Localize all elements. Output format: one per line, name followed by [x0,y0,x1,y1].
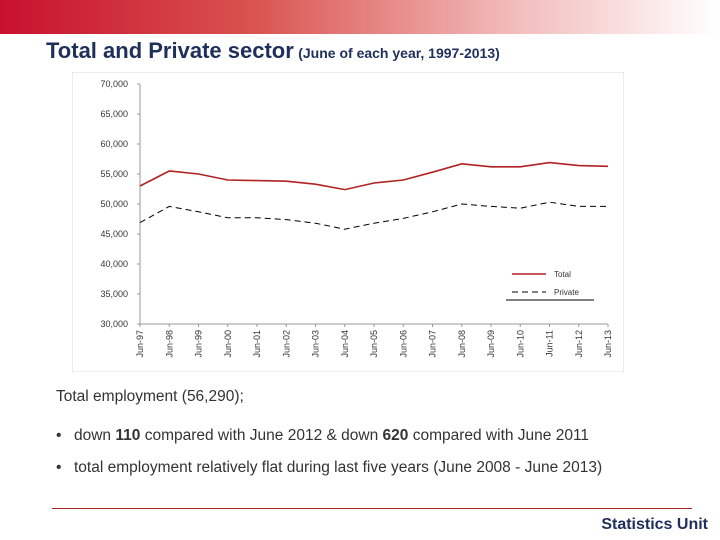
x-tick-label: Jun-11 [545,330,555,357]
x-tick-label: Jun-12 [574,330,584,358]
x-tick-label: Jun-10 [515,330,525,358]
y-tick-label: 50,000 [100,199,128,209]
slide-body: Total employment (56,290); • down 110 co… [56,388,696,491]
y-tick-label: 30,000 [100,319,128,329]
employment-line-chart: 30,000 35,000 40,000 45,000 50,000 55,000 60,0… [72,72,624,372]
bullet-dot-icon: • [56,459,62,476]
top-banner [0,0,720,34]
x-tick-label: Jun-98 [164,330,174,358]
x-tick-label: Jun-00 [223,330,233,358]
bullet-1-bold-1: 110 [115,427,141,444]
footer-divider [52,508,692,509]
summary-text: Total employment (56,290); [56,388,244,405]
y-tick-label: 70,000 [100,79,128,89]
title-subtitle: (June of each year, 1997-2013) [298,45,500,61]
x-tick-label: Jun-07 [428,330,438,358]
title-main: Total and Private sector [46,38,294,63]
bullet-1-pre: down [74,427,116,444]
bullet-2-text: total employment relatively flat during … [74,459,603,476]
y-tick-label: 65,000 [100,109,128,119]
series-line-private [139,201,608,230]
legend-label-private: Private [554,288,579,297]
bullet-item-1: • down 110 compared with June 2012 & dow… [56,427,696,445]
x-tick-label: Jun-05 [369,330,379,358]
x-tick-label: Jun-03 [311,330,321,358]
x-tick-label: Jun-97 [135,330,145,358]
y-tick-label: 45,000 [100,229,128,239]
y-tick-label: 35,000 [100,289,128,299]
x-tick-label: Jun-02 [281,330,291,358]
y-tick-label: 60,000 [100,139,128,149]
bullet-list: • down 110 compared with June 2012 & dow… [56,427,696,477]
series-line-total [139,161,609,191]
bullet-dot-icon: • [56,427,62,444]
bullet-1-bold-2: 620 [382,427,409,444]
bullet-1-mid: compared with June 2012 & down [140,427,383,444]
x-tick-label: Jun-09 [486,330,496,358]
slide-title: Total and Private sector (June of each y… [46,38,500,64]
x-tick-label: Jun-08 [457,330,467,358]
bullet-1-post: compared with June 2011 [408,427,590,444]
x-tick-label: Jun-13 [603,330,613,358]
y-tick-label: 55,000 [100,169,128,179]
y-tick-label: 40,000 [100,259,128,269]
bullet-item-2: • total employment relatively flat durin… [56,459,696,477]
chart-frame [72,72,624,372]
legend-label-total: Total [554,270,571,279]
footer-label: Statistics Unit [601,516,708,533]
x-tick-label: Jun-06 [398,330,408,358]
x-tick-label: Jun-04 [340,330,350,358]
x-tick-label: Jun-01 [252,330,262,358]
chart-container: 30,000 35,000 40,000 45,000 50,000 55,000 60,0… [72,72,624,372]
x-tick-label: Jun-99 [194,330,204,358]
